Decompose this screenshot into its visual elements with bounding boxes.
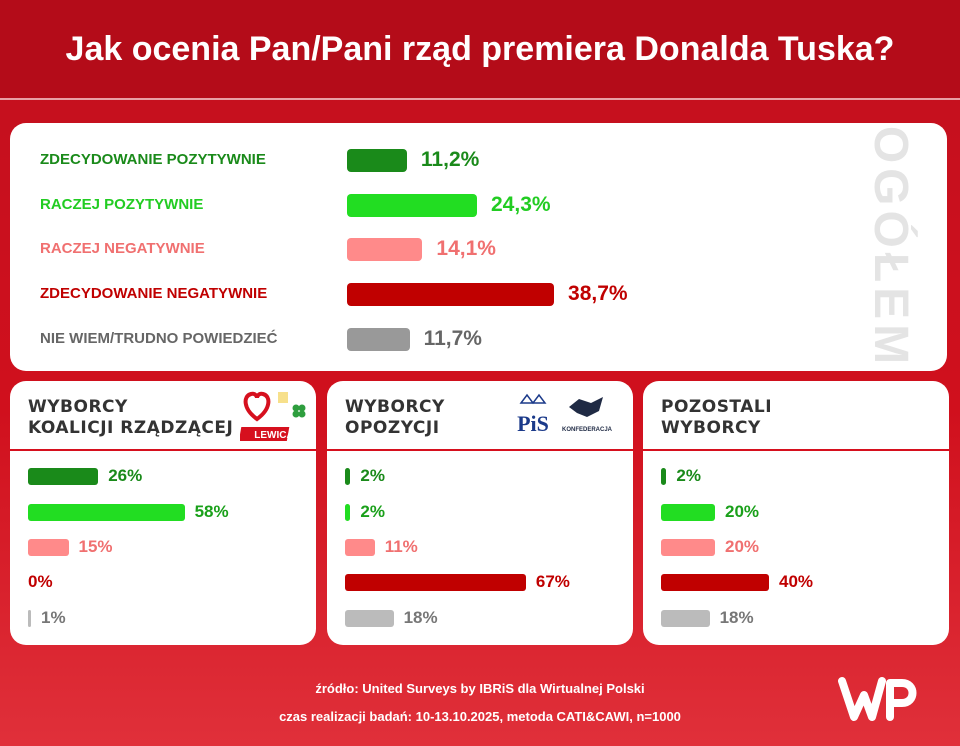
value-label: 24,3% [491, 193, 551, 216]
bar-definitely-positive [661, 468, 667, 485]
bar-rather-positive [28, 504, 185, 521]
bar-dont-know [345, 610, 394, 627]
overall-chart-panel: ZDECYDOWANIE POZYTYWNIE 11,2% RACZEJ POZYT… [10, 123, 947, 371]
ko-heart-icon: LEWICA [238, 391, 306, 441]
value-label: 11% [384, 537, 418, 556]
value-label: 20% [725, 537, 760, 556]
pis-logo-text: PiS [517, 411, 549, 436]
value-label: 58% [194, 502, 229, 521]
bar-dont-know [28, 610, 31, 627]
konfederacja-eagle-icon [569, 397, 603, 417]
bar-row-rather-negative: 20% [643, 534, 949, 560]
bar-rather-negative [28, 539, 69, 556]
pis-eagle-icon [519, 393, 547, 405]
coalition-voters-panel: WYBORCY KOALICJI RZĄDZĄCEJ LEWICA 26% 58%… [10, 381, 316, 645]
bar-definitely-negative [345, 574, 526, 591]
bar-rather-negative [345, 539, 375, 556]
bar-rather-positive [661, 504, 715, 521]
value-label: 11,7% [423, 327, 482, 350]
bar-rather-negative [661, 539, 715, 556]
bar-definitely-positive [28, 468, 99, 485]
wp-logo: WP [838, 677, 917, 721]
bar-dont-know [661, 610, 710, 627]
value-label: 15% [78, 537, 113, 556]
bar-row-dont-know: 18% [643, 605, 949, 631]
category-label: RACZEJ POZYTYWNIE [40, 196, 204, 213]
value-label: 40% [779, 572, 814, 591]
category-label: NIE WIEM/TRUDNO POWIEDZIEĆ [40, 330, 278, 347]
category-label: ZDECYDOWANIE POZYTYWNIE [40, 151, 266, 168]
bar-row-dont-know: NIE WIEM/TRUDNO POWIEDZIEĆ 11,7% [10, 324, 890, 354]
bar-row-definitely-positive: 2% [327, 463, 633, 489]
bar-row-rather-negative: 15% [10, 534, 316, 560]
coalition-logos: LEWICA [238, 389, 310, 448]
bar-row-rather-positive: 58% [10, 499, 316, 525]
bar-row-definitely-positive: 26% [10, 463, 316, 489]
konfederacja-logo-text: KONFEDERACJA [562, 427, 613, 433]
opposition-voters-panel: WYBORCY OPOZYCJI PiS KONFEDERACJA 2% 2% 11… [327, 381, 633, 645]
bar-row-definitely-negative: 40% [643, 569, 949, 595]
value-label: 2% [676, 466, 701, 485]
panel-header: WYBORCY KOALICJI RZĄDZĄCEJ LEWICA [10, 381, 316, 451]
bar-definitely-negative [661, 574, 769, 591]
bar-dont-know [347, 328, 410, 351]
opposition-logos: PiS KONFEDERACJA [507, 391, 617, 446]
value-label: 67% [535, 572, 570, 591]
panel-title: WYBORCY OPOZYCJI [345, 397, 445, 438]
value-label: 11,2% [420, 148, 480, 171]
overall-title: OGÓŁEM [864, 125, 918, 369]
bar-row-dont-know: 18% [327, 605, 633, 631]
bar-row-definitely-positive: ZDECYDOWANIE POZYTYWNIE 11,2% [10, 145, 890, 175]
other-voters-panel: POZOSTALI WYBORCY 2% 20% 20% 40% 18% [643, 381, 949, 645]
panel-title: WYBORCY KOALICJI RZĄDZĄCEJ [28, 397, 234, 438]
value-label: 14,1% [436, 237, 496, 260]
footer-source: źródło: United Surveys by IBRiS dla Wirt… [315, 681, 645, 696]
value-label: 18% [403, 608, 438, 627]
bar-row-definitely-negative: ZDECYDOWANIE NEGATYWNIE 38,7% [10, 279, 890, 309]
bar-definitely-negative [347, 283, 555, 306]
value-label: 2% [360, 502, 385, 521]
value-label: 20% [725, 502, 760, 521]
bar-rather-positive [347, 194, 477, 217]
bar-row-rather-positive: 2% [327, 499, 633, 525]
panel-header: WYBORCY OPOZYCJI PiS KONFEDERACJA [327, 381, 633, 451]
pis-konfederacja-logos: PiS KONFEDERACJA [517, 393, 613, 436]
panel-header: POZOSTALI WYBORCY [643, 381, 949, 451]
bar-rather-positive [345, 504, 351, 521]
value-label: 26% [108, 466, 143, 485]
bar-row-rather-positive: 20% [643, 499, 949, 525]
bar-definitely-positive [347, 149, 407, 172]
footer-method: czas realizacji badań: 10-13.10.2025, me… [279, 709, 681, 724]
bar-row-rather-positive: RACZEJ POZYTYWNIE 24,3% [10, 190, 890, 220]
overall-side-label: OGÓŁEM [865, 125, 918, 368]
page-title: Jak ocenia Pan/Pani rząd premiera Donald… [0, 0, 960, 100]
panel-title: POZOSTALI WYBORCY [661, 397, 773, 438]
bar-row-rather-negative: RACZEJ NEGATYWNIE 14,1% [10, 234, 890, 264]
value-label: 2% [360, 466, 385, 485]
value-label: 18% [719, 608, 754, 627]
value-label: 0% [28, 572, 53, 591]
lewica-logo-text: LEWICA [254, 430, 293, 441]
bar-row-definitely-positive: 2% [643, 463, 949, 489]
bar-row-dont-know: 1% [10, 605, 316, 631]
bar-rather-negative [347, 238, 423, 261]
bar-row-definitely-negative: 67% [327, 569, 633, 595]
bar-row-definitely-negative: 0% [10, 569, 316, 595]
value-label: 1% [41, 608, 66, 627]
category-label: RACZEJ NEGATYWNIE [40, 240, 205, 257]
bar-definitely-positive [345, 468, 351, 485]
value-label: 38,7% [568, 282, 628, 305]
category-label: ZDECYDOWANIE NEGATYWNIE [40, 285, 268, 302]
bar-row-rather-negative: 11% [327, 534, 633, 560]
